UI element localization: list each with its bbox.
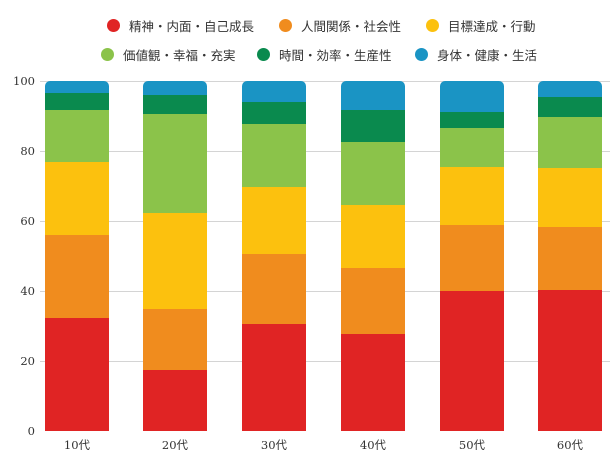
legend-item-spirit: 精神・内面・自己成長 [107,17,255,34]
bar-segment [45,93,109,110]
gridline-60 [40,221,610,222]
bar-segment [341,268,405,335]
bar-segment [341,141,405,205]
bar-segment [538,116,602,169]
legend-label: 精神・内面・自己成長 [129,18,255,34]
bar-segment [538,97,602,117]
bar-segment [242,102,306,125]
x-tick-20s: 20代 [161,438,189,452]
bar-30s [242,81,306,431]
bar-50s [440,81,504,431]
legend-dot-icon [415,47,428,61]
bar-segment [143,114,207,214]
bar-segment [143,309,207,371]
bar-60s [538,81,602,431]
y-tick-60: 60 [20,214,35,228]
legend-dot-icon [101,47,114,61]
bar-segment [242,124,306,188]
bar-40s [341,81,405,431]
bar-segment [143,81,207,96]
y-tick-0: 0 [27,424,35,438]
legend-dot-icon [257,47,270,61]
x-tick-60s: 60代 [556,438,584,452]
bar-segment [538,81,602,98]
y-tick-100: 100 [13,74,35,88]
legend-label: 価値観・幸福・充実 [123,47,236,63]
legend-item-time: 時間・効率・生産性 [257,46,392,63]
x-tick-50s: 50代 [458,438,486,452]
bar-20s [143,81,207,431]
x-tick-10s: 10代 [63,438,91,452]
bar-segment [440,291,504,431]
bar-segment [45,162,109,236]
bar-segment [341,204,405,269]
legend-dot-icon [279,18,292,32]
bar-10s [45,81,109,431]
legend-item-relationships: 人間関係・社会性 [279,17,402,34]
bar-segment [341,110,405,142]
bar-segment [341,81,405,111]
bar-segment [45,317,109,431]
bar-segment [341,334,405,431]
bar-segment [143,370,207,431]
bar-segment [143,95,207,115]
y-tick-40: 40 [20,284,35,298]
bar-segment [538,227,602,290]
y-tick-80: 80 [20,144,35,158]
bar-segment [242,324,306,431]
bar-segment [242,254,306,325]
bar-segment [440,128,504,168]
x-tick-30s: 30代 [260,438,288,452]
gridline-100 [40,81,610,82]
legend-label: 身体・健康・生活 [437,47,538,63]
legend-label: 時間・効率・生産性 [279,47,392,63]
legend-dot-icon [426,18,439,32]
bar-segment [45,109,109,163]
bar-segment [45,235,109,318]
legend-item-health: 身体・健康・生活 [415,46,538,63]
legend-label: 人間関係・社会性 [301,18,402,34]
bar-segment [440,112,504,129]
gridline-20 [40,361,610,362]
chart-legend: 精神・内面・自己成長 人間関係・社会性 目標達成・行動 価値観・幸福・充実 時間… [0,0,615,70]
legend-label: 目標達成・行動 [448,18,536,34]
bar-segment [440,81,504,113]
y-tick-20: 20 [20,354,35,368]
x-tick-40s: 40代 [359,438,387,452]
legend-item-goals: 目標達成・行動 [426,17,536,34]
bar-segment [242,81,306,103]
bar-segment [45,81,109,94]
legend-dot-icon [107,18,120,32]
bar-segment [440,167,504,225]
gridline-80 [40,151,610,152]
legend-item-values: 価値観・幸福・充実 [101,46,236,63]
bar-segment [242,187,306,255]
bar-segment [440,224,504,291]
bar-segment [143,213,207,310]
gridline-40 [40,291,610,292]
bar-segment [538,168,602,228]
bar-segment [538,289,602,431]
